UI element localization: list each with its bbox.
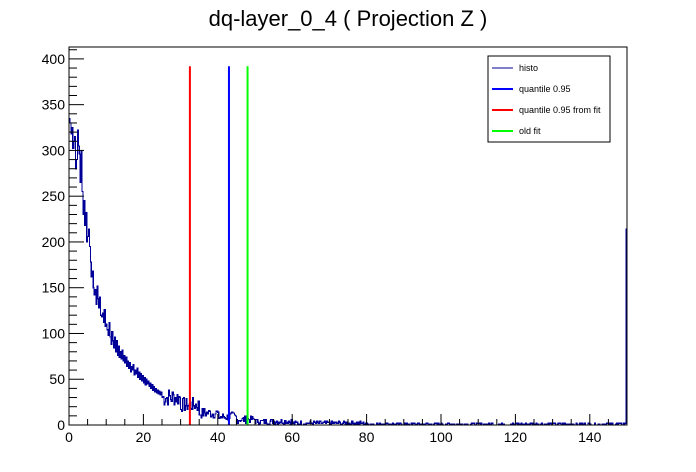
x-tick-label: 120 [504,429,528,445]
legend-box [487,55,611,143]
y-tick-label: 250 [42,188,66,204]
y-tick-label: 300 [42,142,66,158]
x-tick-label: 20 [136,429,152,445]
x-tick-label: 0 [65,429,73,445]
y-tick-label: 350 [42,97,66,113]
axes: 0 20 40 60 80 100 120 140 0 50 100 150 200 250 300 350 4… [42,46,628,445]
y-tick-label: 0 [57,417,65,433]
legend-label: old fit [519,126,541,136]
x-tick-label: 100 [429,429,453,445]
x-tick-label: 60 [284,429,300,445]
legend-label: quantile 0.95 [519,84,571,94]
chart-title: dq-layer_0_4 ( Projection Z ) [209,6,488,31]
histo-series [68,117,628,426]
y-tick-label: 200 [42,234,66,250]
y-tick-label: 400 [42,51,66,67]
legend: histo quantile 0.95 quantile 0.95 from fit… [487,55,611,143]
legend-label: quantile 0.95 from fit [519,105,601,115]
legend-label: histo [519,63,538,73]
y-tick-label: 100 [42,325,66,341]
x-tick-label: 80 [359,429,375,445]
x-tick-label: 140 [578,429,602,445]
y-tick-label: 50 [49,371,65,387]
x-tick-label: 40 [210,429,226,445]
y-tick-label: 150 [42,280,66,296]
